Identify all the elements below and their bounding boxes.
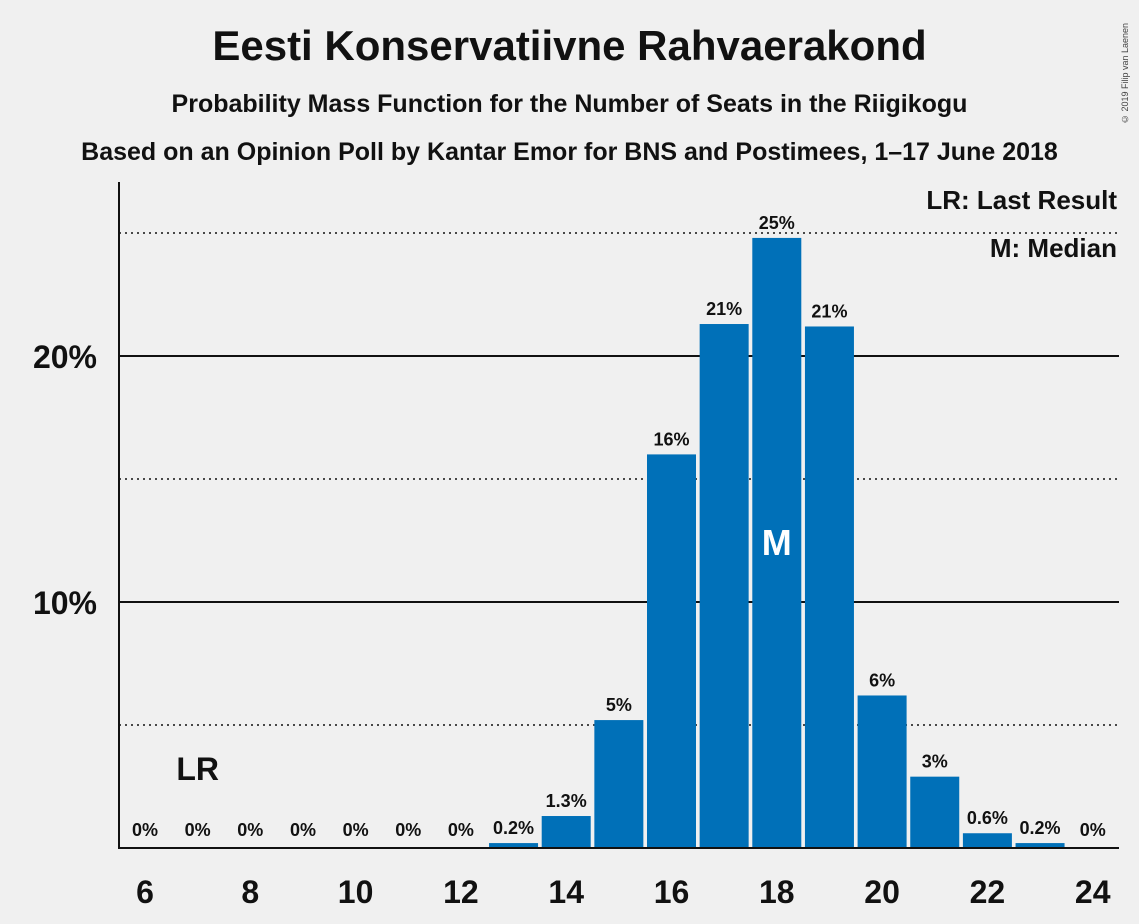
axes <box>118 182 1119 849</box>
gridlines <box>119 232 1119 726</box>
bar <box>699 324 749 848</box>
bar-value-label: 0% <box>132 820 158 840</box>
x-tick-label: 14 <box>548 874 584 910</box>
markers: LR M <box>176 522 791 787</box>
bar-value-label: 5% <box>606 695 632 715</box>
median-marker: M <box>762 522 792 563</box>
last-result-marker: LR <box>176 751 219 787</box>
bar <box>541 816 591 848</box>
bar <box>910 776 960 848</box>
bar-value-label: 0% <box>395 820 421 840</box>
y-tick-labels: 10% 20% <box>33 339 97 621</box>
x-tick-label: 24 <box>1075 874 1111 910</box>
y-tick-label: 10% <box>33 585 97 621</box>
legend-last-result: LR: Last Result <box>926 185 1117 215</box>
chart-source: Based on an Opinion Poll by Kantar Emor … <box>81 138 1058 166</box>
bar <box>857 695 907 848</box>
bar <box>804 326 854 849</box>
bar-value-label: 16% <box>653 429 689 449</box>
bar-value-label: 0.2% <box>493 818 534 838</box>
bar <box>647 454 696 848</box>
bar-value-label: 0% <box>1080 820 1106 840</box>
x-tick-label: 8 <box>241 874 259 910</box>
x-tick-label: 6 <box>136 874 154 910</box>
x-tick-labels: 6 8 10 12 14 16 18 20 22 24 <box>136 874 1111 910</box>
legend: LR: Last Result M: Median <box>926 185 1117 263</box>
bar-value-label: 1.3% <box>546 791 587 811</box>
y-tick-label: 20% <box>33 339 97 375</box>
x-tick-label: 22 <box>970 874 1006 910</box>
bar <box>594 720 644 848</box>
chart-subtitle: Probability Mass Function for the Number… <box>171 90 968 118</box>
bar-value-label: 0% <box>343 820 369 840</box>
bar-value-label: 0% <box>185 820 211 840</box>
bar <box>1015 843 1065 848</box>
bar <box>489 843 539 848</box>
bar-value-label: 6% <box>869 670 895 690</box>
x-tick-label: 20 <box>864 874 900 910</box>
bar-value-label: 0.2% <box>1020 818 1061 838</box>
bar-value-label: 21% <box>811 301 847 321</box>
bar-labels: 0% 0% 0% 0% 0% 0% 0% 0.2% 1.3% 5% 16% 21% 25% 21% 6% 3%… <box>132 213 1106 840</box>
legend-median: M: Median <box>990 233 1117 263</box>
x-tick-label: 12 <box>443 874 479 910</box>
bar <box>752 237 802 849</box>
bar-value-label: 0% <box>290 820 316 840</box>
bar-value-label: 25% <box>759 213 795 233</box>
bars <box>489 237 1065 849</box>
bar-value-label: 21% <box>706 299 742 319</box>
bar-value-label: 0.6% <box>967 808 1008 828</box>
chart-title: Eesti Konservatiivne Rahvaerakond <box>212 22 927 69</box>
bar-value-label: 3% <box>922 752 948 772</box>
bar <box>962 833 1012 848</box>
x-tick-label: 18 <box>759 874 795 910</box>
x-tick-label: 10 <box>338 874 374 910</box>
bar-value-label: 0% <box>448 820 474 840</box>
bar-value-label: 0% <box>237 820 263 840</box>
x-tick-label: 16 <box>654 874 690 910</box>
